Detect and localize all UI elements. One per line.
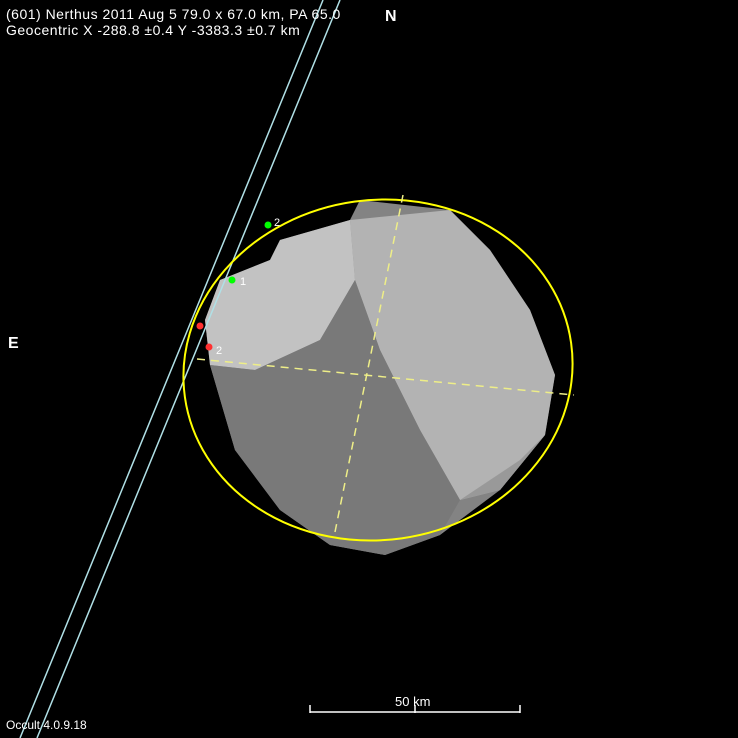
- title-line-1: (601) Nerthus 2011 Aug 5 79.0 x 67.0 km,…: [6, 6, 341, 22]
- chord-marker-label: 1: [240, 276, 246, 288]
- scale-bar-label: 50 km: [395, 694, 430, 709]
- occultation-diagram: (601) Nerthus 2011 Aug 5 79.0 x 67.0 km,…: [0, 0, 738, 738]
- compass-east: E: [8, 335, 19, 353]
- title-line-2: Geocentric X -288.8 ±0.4 Y -3383.3 ±0.7 …: [6, 22, 300, 38]
- compass-north: N: [385, 8, 397, 26]
- asteroid-shape: [205, 200, 555, 555]
- chord-marker-label: 2: [216, 345, 222, 357]
- chord-marker-label: 2: [274, 217, 280, 229]
- diagram-svg: [0, 0, 738, 738]
- software-version: Occult 4.0.9.18: [6, 718, 87, 732]
